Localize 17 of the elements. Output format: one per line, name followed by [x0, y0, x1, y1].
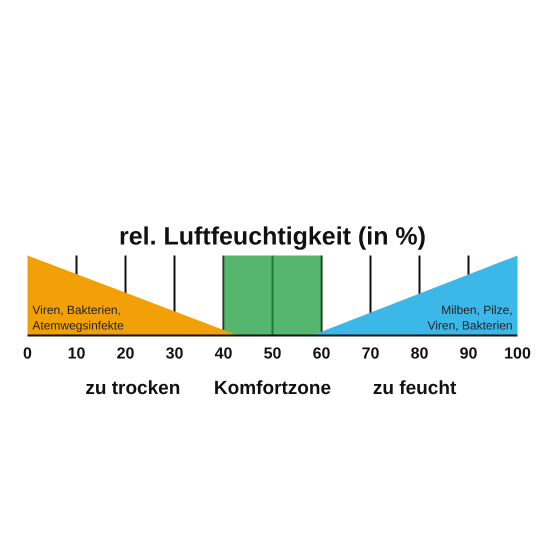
band-label: Komfortzone	[214, 378, 332, 399]
chart-title: rel. Luftfeuchtigkeit (in %)	[119, 222, 426, 250]
text: zu feucht	[372, 378, 457, 399]
x-tick-label: 10	[68, 346, 86, 362]
x-tick-label: 70	[362, 346, 380, 362]
x-tick-label: 90	[460, 346, 478, 362]
x-tick-label: 40	[214, 346, 232, 362]
x-tick-label: 30	[166, 346, 184, 362]
x-tick-label: 100	[504, 346, 531, 362]
x-tick-label: 20	[116, 346, 134, 362]
series-label: Viren, Bakterien, Atemwegsinfekte	[32, 302, 124, 332]
x-tick-label: 0	[23, 346, 32, 362]
x-tick-label: 80	[410, 346, 428, 362]
text: zu trocken	[85, 378, 180, 399]
series-label: Milben, Pilze, Viren, Bakterien	[427, 302, 513, 332]
x-tick-label: 60	[312, 346, 330, 362]
x-tick-label: 50	[264, 346, 282, 362]
